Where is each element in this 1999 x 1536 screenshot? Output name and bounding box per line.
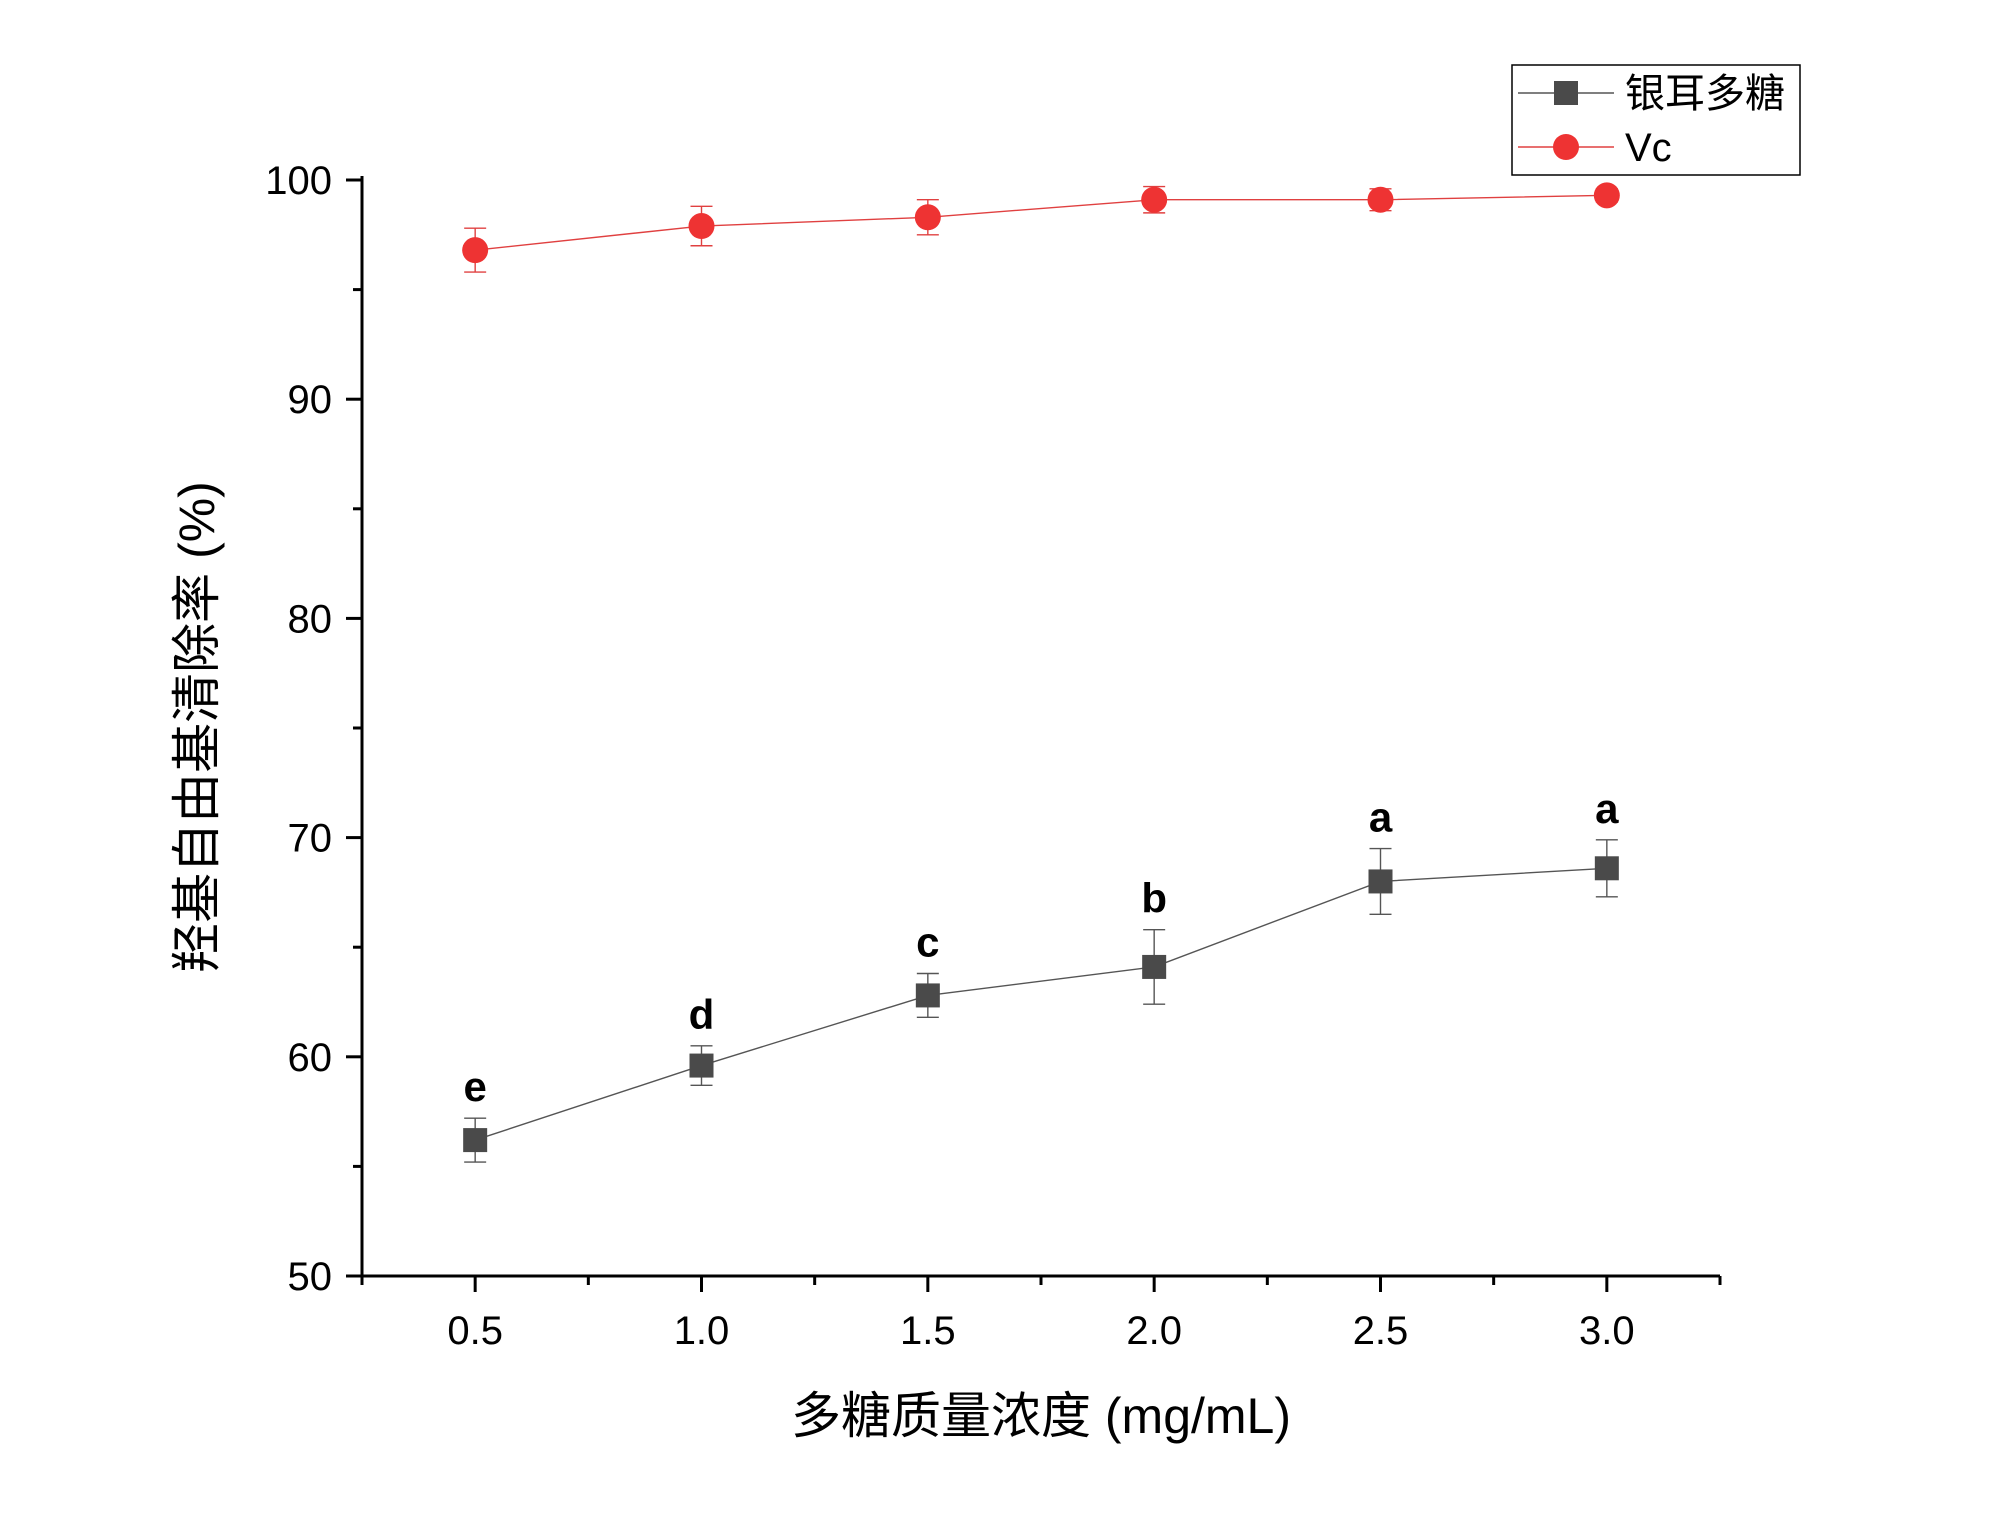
significance-label: a	[1369, 794, 1393, 841]
y-tick-label: 70	[288, 817, 333, 861]
significance-label: d	[689, 991, 715, 1038]
series-1	[462, 182, 1620, 273]
x-tick-label: 2.0	[1126, 1309, 1182, 1353]
data-point-circle	[1141, 186, 1168, 213]
legend: 银耳多糖 Vc	[1511, 64, 1801, 176]
data-point-circle	[1367, 186, 1394, 213]
x-tick-label: 2.5	[1353, 1309, 1409, 1353]
series-line	[475, 194, 1607, 251]
data-point-circle	[462, 237, 489, 264]
y-axis-title: 羟基自由基清除率 (%)	[169, 481, 225, 973]
significance-label: e	[463, 1063, 486, 1110]
axes: 50 60 70 80 90 100 0.5 1.0 1.5 2.0 2.5 3.0	[265, 159, 1722, 1353]
x-tick-label: 1.0	[674, 1309, 730, 1353]
data-point-square	[689, 1053, 714, 1078]
legend-marker-square	[1554, 81, 1578, 105]
x-axis-title: 多糖质量浓度 (mg/mL)	[791, 1388, 1291, 1444]
series-layer: e d c b a a	[462, 182, 1620, 1163]
data-point-circle	[914, 204, 941, 231]
significance-label: c	[916, 919, 939, 966]
legend-label: Vc	[1625, 126, 1672, 170]
series-0: e d c b a a	[463, 785, 1619, 1163]
data-point-square	[1142, 954, 1167, 979]
y-tick-label: 50	[288, 1255, 333, 1299]
data-point-circle	[1593, 182, 1620, 209]
legend-label: 银耳多糖	[1625, 72, 1785, 116]
x-tick-label: 3.0	[1579, 1309, 1635, 1353]
series-line	[474, 867, 1607, 1141]
significance-label: a	[1595, 785, 1619, 832]
y-tick-label: 80	[288, 597, 333, 641]
x-tick-label: 1.5	[900, 1309, 956, 1353]
data-point-square	[463, 1128, 488, 1153]
data-point-square	[1594, 856, 1619, 881]
significance-label: b	[1141, 875, 1167, 922]
legend-marker-circle	[1553, 134, 1579, 160]
y-tick-label: 100	[265, 159, 332, 203]
data-point-square	[1368, 869, 1393, 894]
x-tick-label: 0.5	[447, 1309, 503, 1353]
y-tick-label: 90	[288, 378, 333, 422]
y-tick-label: 60	[288, 1036, 333, 1080]
data-point-square	[915, 983, 940, 1008]
data-point-circle	[688, 213, 715, 240]
